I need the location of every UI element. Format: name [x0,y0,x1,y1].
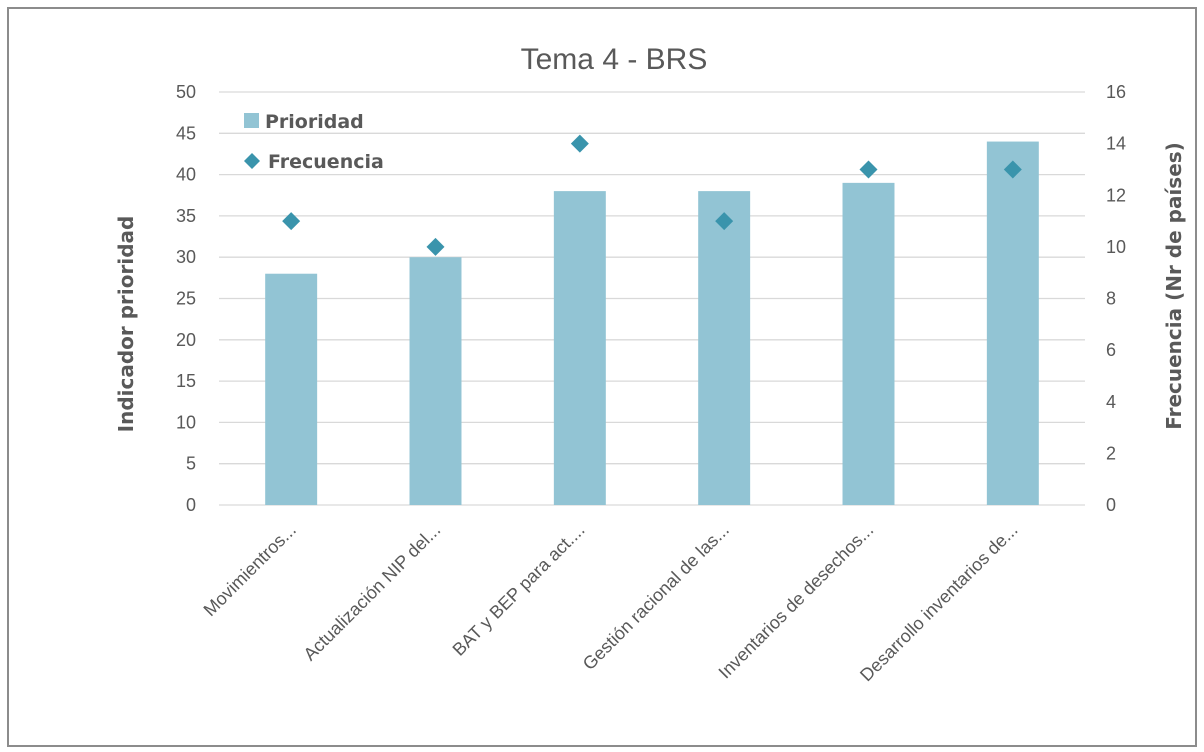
gridlines [219,91,1085,506]
right-tick-label: 16 [1106,82,1126,102]
category-label: Actualización NIP del... [300,520,445,665]
left-tick-label: 45 [176,123,196,143]
legend-label-prioridad: Prioridad [265,111,364,133]
right-tick-label: 2 [1106,443,1116,463]
category-label: Desarrollo inventarios de... [856,520,1022,686]
right-tick-label: 6 [1106,340,1116,360]
prioridad-bars [265,141,1039,506]
right-tick-label: 10 [1106,237,1126,257]
right-tick-label: 14 [1106,134,1126,154]
frecuencia-marker [715,212,734,231]
category-labels: Movimientros... Actualización NIP del... B… [200,520,1022,686]
frecuencia-marker [570,134,589,153]
legend-swatch-prioridad [244,113,259,128]
prioridad-bar [409,257,462,505]
right-axis-ticks: 0 2 4 6 8 10 12 14 16 [1106,82,1126,515]
category-label: Movimientros... [200,520,300,620]
category-label: Gestión racional de las... [579,520,733,674]
frecuencia-markers [282,134,1022,256]
frecuencia-marker [1003,160,1022,179]
left-tick-label: 15 [176,371,196,391]
frecuencia-marker [859,160,878,179]
prioridad-bar [553,191,606,505]
left-tick-label: 0 [186,495,196,515]
left-tick-label: 30 [176,247,196,267]
right-axis-title: Frecuencia (Nr de países) [1162,142,1186,430]
legend-marker-frecuencia [244,153,260,169]
frecuencia-marker [426,237,445,256]
left-tick-label: 10 [176,412,196,432]
category-label: BAT y BEP para act.... [449,520,589,660]
right-tick-label: 4 [1106,392,1116,412]
chart-title: Tema 4 - BRS [521,43,708,76]
right-tick-label: 8 [1106,289,1116,309]
right-tick-label: 0 [1106,495,1116,515]
prioridad-bar [265,273,318,505]
right-tick-label: 12 [1106,185,1126,205]
prioridad-bar [842,182,895,506]
left-tick-label: 20 [176,330,196,350]
legend-label-frecuencia: Frecuencia [268,151,384,173]
left-tick-label: 35 [176,206,196,226]
prioridad-bar [986,141,1039,505]
left-tick-label: 5 [186,454,196,474]
prioridad-bar [698,191,751,505]
legend: Prioridad Frecuencia [244,111,384,173]
left-tick-label: 25 [176,289,196,309]
left-tick-label: 50 [176,82,196,102]
category-label: Inventarios de desechos... [715,520,878,683]
left-axis-title: Indicador prioridad [114,216,138,433]
left-axis-ticks: 0 5 10 15 20 25 30 35 40 45 50 [176,82,196,515]
left-tick-label: 40 [176,165,196,185]
frecuencia-marker [282,212,301,231]
